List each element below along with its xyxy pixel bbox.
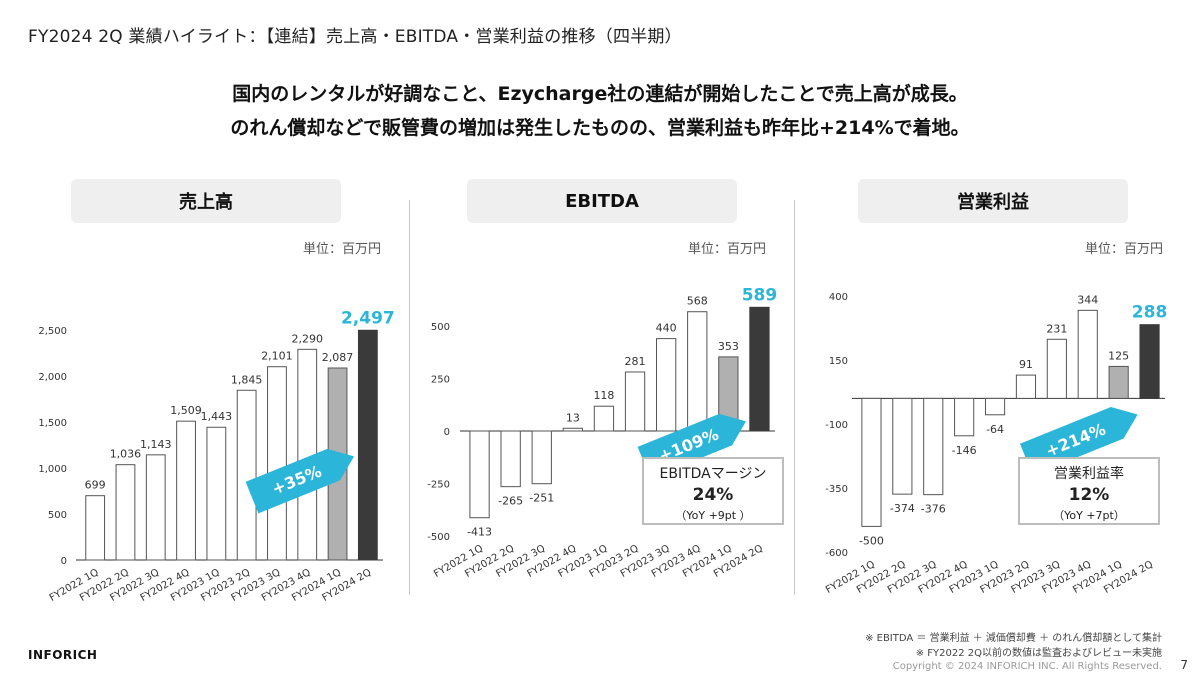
footnote-ebitda: ※ EBITDA ＝ 営業利益 ＋ 減価償却費 ＋ のれん償却額として集計: [865, 633, 1162, 644]
revenue-ytick-label: 2,000: [38, 372, 67, 383]
operating_profit-bar: [954, 397, 975, 437]
revenue-value-label: 1,509: [170, 404, 202, 417]
ebitda-bar: [656, 338, 677, 432]
ebitda-margin-box: EBITDAマージン 24% （YoY +9pt ）: [642, 457, 784, 525]
ebitda-ytick-label: 0: [444, 427, 450, 438]
operating_profit-ytick-label: -600: [825, 548, 848, 559]
ebitda-unit-label: 単位：百万円: [688, 242, 767, 257]
revenue-value-label: 2,497: [341, 308, 395, 328]
ebitda-value-label: 440: [656, 322, 677, 335]
chart-divider: [794, 200, 795, 595]
revenue-value-label: 699: [85, 479, 106, 492]
operating_profit-value-label: 91: [1019, 358, 1033, 371]
page-number: 7: [1180, 658, 1188, 672]
operating_profit-bar: [1046, 338, 1067, 399]
ebitda-ytick-label: 500: [431, 322, 450, 333]
ebitda-bar: [593, 405, 615, 432]
revenue-ytick-label: 1,500: [38, 418, 67, 429]
footnote-audit: ※ FY2022 2Q以前の数値は監査およびレビュー未実施: [915, 648, 1162, 659]
ebitda-value-label: 118: [593, 389, 614, 402]
ebitda-ytick-label: -500: [427, 532, 450, 543]
ebitda-chart-title: EBITDA: [467, 179, 737, 223]
revenue-value-label: 1,845: [231, 373, 263, 386]
operating_profit-bar: [1139, 324, 1160, 399]
ebitda-value-label: -265: [498, 495, 523, 508]
ebitda-value-label: 568: [687, 295, 708, 308]
revenue-growth-arrow-shape: [245, 448, 354, 514]
copyright: Copyright © 2024 INFORICH INC. All Right…: [892, 661, 1162, 672]
revenue-value-label: 2,101: [261, 350, 293, 363]
operating_profit-value-label: -500: [859, 534, 884, 547]
operating_profit-value-label: -146: [952, 444, 977, 457]
operating_profit-bar: [1077, 309, 1098, 399]
ebitda-value-label: 589: [742, 285, 778, 305]
chart-divider: [409, 200, 410, 595]
revenue-value-label: 1,143: [140, 438, 172, 451]
operating_profit-bar: [1108, 365, 1129, 399]
ebitda-value-label: -413: [467, 526, 492, 539]
operating_profit-value-label: 231: [1046, 322, 1067, 335]
operating_profit-ytick-label: 400: [829, 292, 848, 303]
operating_profit-value-label: -374: [890, 502, 915, 515]
operating_profit-bar: [984, 397, 1006, 416]
ebitda-bar: [531, 430, 552, 485]
revenue-bar: [206, 426, 227, 561]
revenue-value-label: 1,036: [110, 448, 142, 461]
operating_profit-value-label: 288: [1132, 303, 1168, 323]
revenue-bar: [267, 366, 287, 561]
ebitda-ytick-label: 250: [431, 375, 450, 386]
revenue-bar: [176, 420, 196, 561]
ebitda-margin-value: 24%: [692, 485, 734, 505]
operating_profit-ytick-label: 150: [829, 356, 848, 367]
operating_profit-ytick-label: -100: [825, 420, 848, 431]
operating_profit-value-label: -64: [986, 423, 1004, 436]
revenue-value-label: 2,290: [292, 332, 324, 345]
revenue-value-label: 2,087: [322, 351, 354, 364]
operating_profit-bar: [923, 397, 944, 496]
headline-line-2: のれん償却などで販管費の増加は発生したものの、営業利益も昨年比+214%で着地。: [230, 117, 970, 139]
revenue-bar: [85, 495, 106, 561]
revenue-unit-label: 単位：百万円: [303, 242, 382, 257]
ebitda-bar: [469, 430, 490, 519]
ebitda-bar: [624, 371, 646, 432]
operating_profit-value-label: -376: [921, 503, 946, 516]
ebitda-value-label: -251: [529, 492, 554, 505]
operating-profit-unit-label: 単位：百万円: [1085, 242, 1164, 257]
ebitda-bar: [562, 427, 583, 432]
revenue-ytick-label: 500: [48, 510, 67, 521]
operating-margin-box: 営業利益率 12% （YoY +7pt）: [1018, 457, 1160, 525]
ebitda-value-label: 353: [718, 340, 739, 353]
ebitda-value-label: 13: [566, 411, 580, 424]
revenue-bar: [357, 329, 378, 561]
operating_profit-ytick-label: -350: [825, 484, 848, 495]
ebitda-bar: [687, 311, 708, 432]
operating-profit-chart-title: 営業利益: [858, 179, 1128, 223]
revenue-value-label: 1,443: [201, 410, 233, 423]
revenue-ytick-label: 2,500: [38, 326, 67, 337]
revenue-ytick-label: 0: [61, 556, 67, 567]
operating_profit-bar: [1015, 374, 1037, 399]
revenue-bar: [115, 464, 136, 561]
operating_profit-value-label: 344: [1077, 293, 1098, 306]
headline-line-1: 国内のレンタルが好調なこと、Ezycharge社の連結が開始したことで売上高が成…: [232, 83, 968, 105]
ebitda-value-label: 281: [625, 355, 646, 368]
operating_profit-value-label: 125: [1108, 349, 1129, 362]
page-title: FY2024 2Q 業績ハイライト：【連結】売上高・EBITDA・営業利益の推移…: [28, 27, 682, 47]
operating-margin-label: 営業利益率: [1054, 466, 1124, 482]
operating-margin-value: 12%: [1068, 485, 1110, 505]
operating_profit-bar: [892, 397, 913, 495]
revenue-chart-title: 売上高: [71, 179, 341, 223]
ebitda-bar: [749, 306, 770, 432]
revenue-bar: [145, 454, 166, 561]
brand-logo: INFORICH: [28, 648, 98, 662]
revenue-bar: [236, 389, 257, 561]
operating_profit-bar: [861, 397, 882, 527]
operating-margin-yoy: （YoY +7pt）: [1053, 509, 1125, 522]
revenue-ytick-label: 1,000: [38, 464, 67, 475]
ebitda-margin-label: EBITDAマージン: [659, 466, 767, 482]
ebitda-bar: [500, 430, 521, 488]
ebitda-margin-yoy: （YoY +9pt ）: [675, 509, 751, 522]
ebitda-ytick-label: -250: [427, 480, 450, 491]
